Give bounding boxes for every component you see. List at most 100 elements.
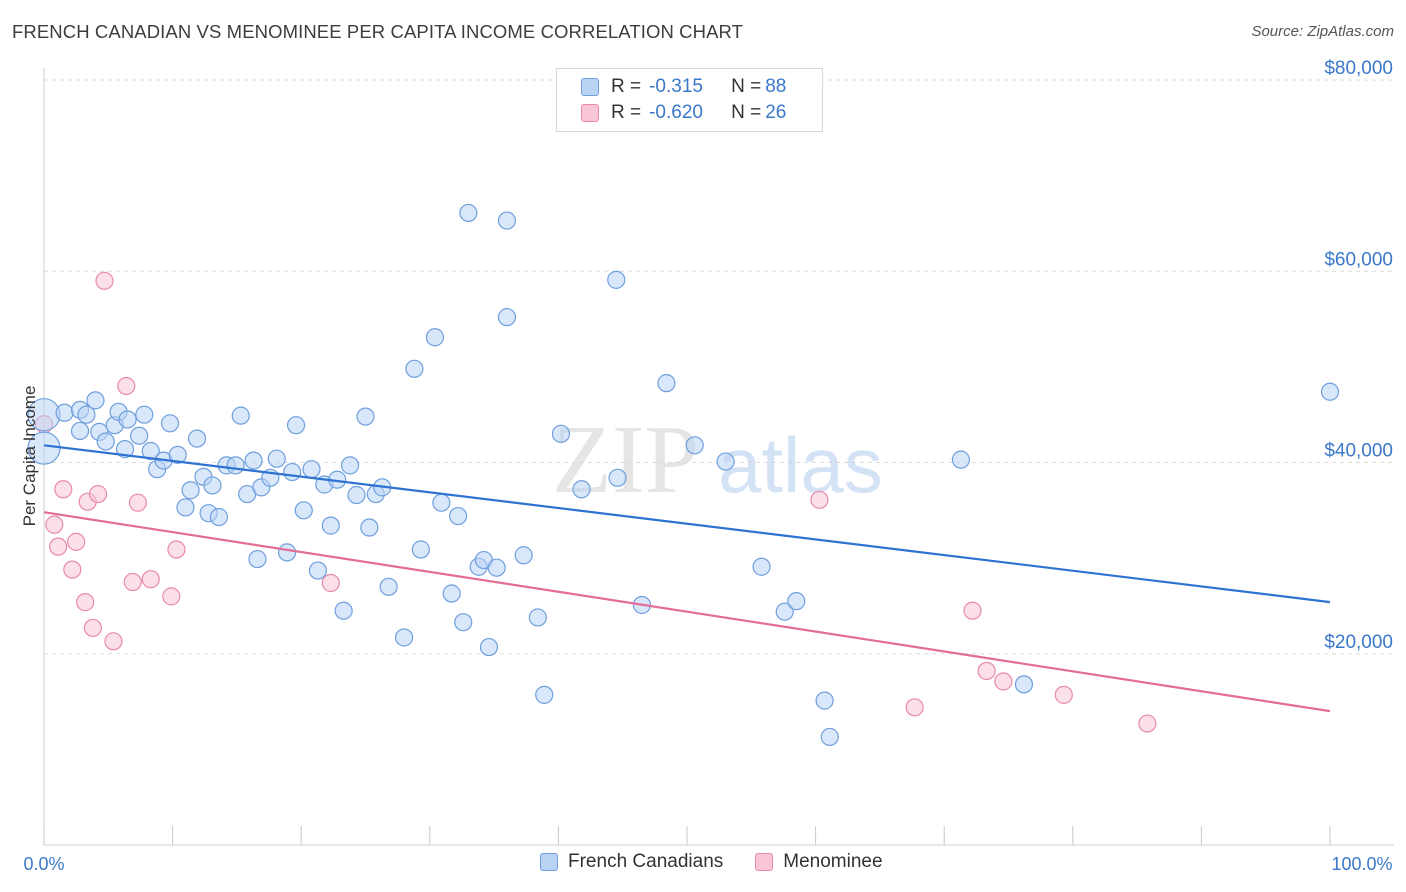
axis-ticks bbox=[43, 826, 1331, 845]
french-canadian-point bbox=[787, 592, 806, 611]
menominee-point bbox=[123, 572, 142, 592]
french-canadian-point bbox=[454, 613, 473, 632]
french-canadian-point bbox=[442, 584, 461, 603]
french-canadian-point bbox=[267, 449, 286, 468]
french-canadian-point bbox=[248, 549, 267, 569]
legend-swatch-blue bbox=[581, 78, 599, 96]
menominee-point bbox=[54, 480, 73, 499]
menominee-point bbox=[963, 601, 982, 620]
french-canadian-point bbox=[226, 456, 245, 475]
menominee-points bbox=[34, 271, 1157, 733]
french-canadian-point bbox=[347, 485, 366, 505]
legend-n-label: N = bbox=[731, 76, 762, 97]
french-canadian-point bbox=[1014, 675, 1034, 694]
menominee-point bbox=[994, 672, 1013, 691]
french-canadian-point bbox=[459, 203, 478, 223]
french-canadian-point bbox=[302, 460, 321, 479]
bottom-legend-swatch-blue bbox=[540, 853, 558, 871]
bottom-legend-menominee: Menominee bbox=[755, 851, 883, 873]
french-canadian-point bbox=[283, 462, 302, 482]
bottom-legend: French Canadians Menominee bbox=[540, 851, 915, 873]
bottom-legend-label: Menominee bbox=[783, 851, 883, 872]
french-canadian-point bbox=[70, 421, 90, 441]
legend-n-label: N = bbox=[731, 102, 762, 123]
french-canadian-point bbox=[135, 405, 154, 424]
menominee-point bbox=[977, 661, 996, 681]
grid-lines bbox=[44, 79, 1394, 655]
french-canadian-point bbox=[608, 468, 627, 487]
menominee-point bbox=[321, 573, 340, 593]
french-canadian-point bbox=[286, 416, 306, 435]
french-canadian-point bbox=[514, 546, 533, 565]
french-canadian-point bbox=[607, 270, 626, 289]
french-canadian-point bbox=[448, 506, 468, 526]
french-canadian-point bbox=[379, 577, 398, 596]
french-canadian-point bbox=[572, 480, 591, 499]
menominee-point bbox=[810, 490, 829, 509]
french-canadian-point bbox=[340, 456, 360, 475]
menominee-point bbox=[1054, 685, 1073, 704]
menominee-point bbox=[95, 271, 114, 290]
french-canadian-point bbox=[118, 410, 137, 429]
french-canadian-point bbox=[657, 374, 676, 393]
french-canadian-point bbox=[425, 328, 445, 347]
menominee-point bbox=[67, 532, 86, 551]
menominee-point bbox=[104, 632, 123, 651]
french-canadian-point bbox=[130, 426, 149, 445]
french-canadian-point bbox=[187, 429, 207, 448]
y-tick-labels: $20,000 $40,000 $60,000 $80,000 bbox=[1324, 58, 1393, 653]
legend: R = -0.315 N = 88 R = -0.620 N = 26 bbox=[556, 68, 823, 132]
french-canadian-point bbox=[432, 493, 451, 512]
menominee-point bbox=[45, 515, 64, 534]
legend-row-french-canadians: R = -0.315 N = 88 bbox=[581, 75, 786, 99]
watermark-atlas: atlas bbox=[718, 421, 883, 509]
french-canadian-point bbox=[176, 498, 195, 517]
french-canadian-point bbox=[160, 414, 180, 433]
french-canadian-point bbox=[497, 308, 517, 327]
trend-lines bbox=[43, 444, 1331, 713]
menominee-point bbox=[167, 540, 186, 559]
french-canadian-point bbox=[551, 424, 571, 443]
french-canadian-point bbox=[716, 452, 735, 471]
y-tick-label: $40,000 bbox=[1324, 441, 1393, 462]
french-canadian-point bbox=[55, 403, 74, 422]
french-canadian-point bbox=[86, 391, 105, 410]
menominee-trend-line bbox=[43, 511, 1331, 713]
menominee-point bbox=[88, 484, 108, 504]
y-axis-label: Per Capita Income bbox=[20, 386, 39, 527]
french-canadian-point bbox=[277, 543, 297, 562]
legend-r-value: -0.315 bbox=[649, 76, 703, 97]
bottom-legend-swatch-pink bbox=[755, 853, 774, 871]
menominee-point bbox=[76, 593, 95, 612]
bottom-legend-label: French Canadians bbox=[568, 851, 724, 872]
french-canadian-point bbox=[752, 557, 771, 576]
menominee-point bbox=[905, 698, 924, 717]
x-tick-label-max: 100.0% bbox=[1331, 854, 1392, 874]
french-canadian-point bbox=[775, 602, 794, 621]
menominee-point bbox=[83, 618, 102, 638]
french-canadian-point bbox=[294, 501, 313, 520]
french-canadian-point bbox=[951, 450, 971, 469]
french-canadian-point bbox=[487, 558, 506, 577]
menominee-point bbox=[117, 376, 136, 396]
legend-r-label: R = bbox=[611, 102, 642, 123]
french-canadian-point bbox=[685, 436, 704, 455]
french-canadian-point bbox=[405, 359, 424, 378]
menominee-point bbox=[128, 493, 147, 512]
french-canadian-point bbox=[356, 407, 375, 426]
french-canadian-point bbox=[334, 601, 353, 620]
french-canadian-point bbox=[535, 685, 554, 704]
french-canadian-point bbox=[168, 445, 187, 464]
y-tick-label: $80,000 bbox=[1324, 58, 1393, 79]
french-canadian-point bbox=[815, 691, 834, 710]
french-canadian-points bbox=[27, 203, 1340, 747]
menominee-point bbox=[1138, 714, 1157, 733]
legend-n-value: 88 bbox=[765, 76, 787, 97]
french-canadian-point bbox=[820, 727, 839, 747]
french-canadian-point bbox=[203, 476, 222, 495]
legend-n-value: 26 bbox=[765, 102, 787, 123]
french-canadian-point bbox=[360, 518, 379, 537]
chart-title: FRENCH CANADIAN VS MENOMINEE PER CAPITA … bbox=[12, 21, 744, 42]
legend-r-value: -0.620 bbox=[649, 102, 703, 123]
